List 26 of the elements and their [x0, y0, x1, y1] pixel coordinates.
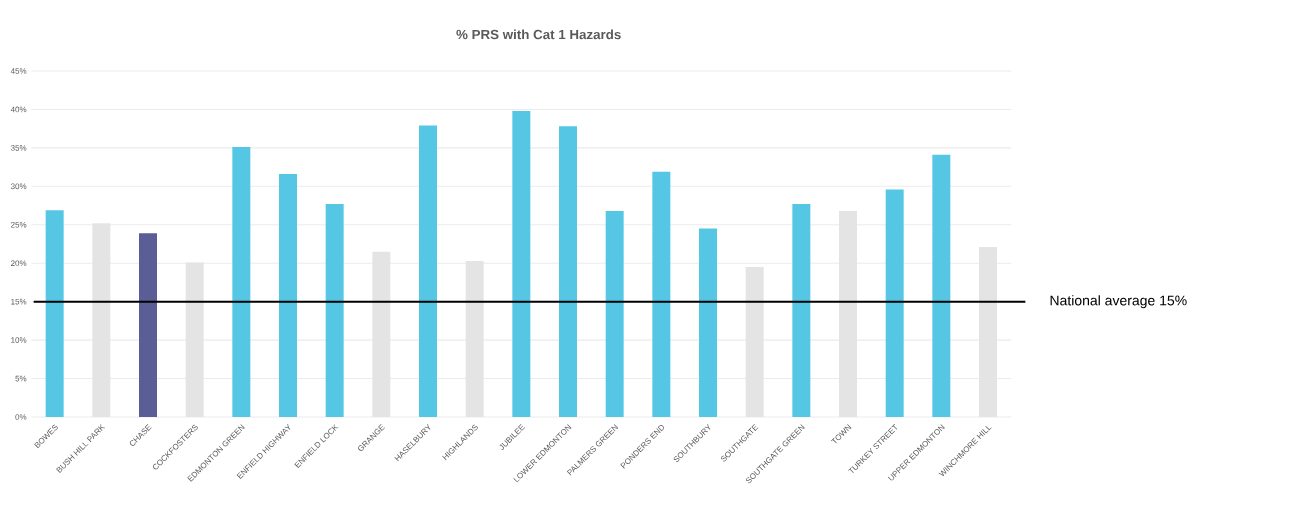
y-tick-label: 20%	[11, 260, 27, 267]
bar	[932, 154, 951, 417]
bar	[419, 125, 437, 417]
bar	[652, 171, 671, 417]
bar	[605, 210, 624, 417]
bar	[559, 126, 578, 417]
y-tick-label: 45%	[10, 68, 27, 74]
chart-title: % PRS with Cat 1 Hazards	[456, 29, 621, 40]
ref-line-label: National average 15%	[1050, 295, 1187, 309]
bar	[45, 210, 64, 417]
y-tick-label: 25%	[11, 221, 27, 228]
y-tick-label: 5%	[15, 375, 27, 382]
y-tick-label: 30%	[10, 183, 27, 190]
y-tick-label: 40%	[10, 106, 27, 113]
bar	[325, 204, 344, 417]
y-tick-label: 35%	[10, 145, 27, 151]
bar	[792, 204, 811, 417]
y-tick-label: 0%	[15, 414, 27, 420]
y-tick-label: 10%	[11, 337, 27, 343]
bar	[139, 233, 158, 417]
bar	[699, 228, 718, 417]
y-tick-label: 15%	[11, 298, 27, 305]
bar	[885, 189, 904, 417]
bar	[232, 147, 251, 417]
bar	[512, 110, 531, 417]
bar	[279, 174, 298, 417]
